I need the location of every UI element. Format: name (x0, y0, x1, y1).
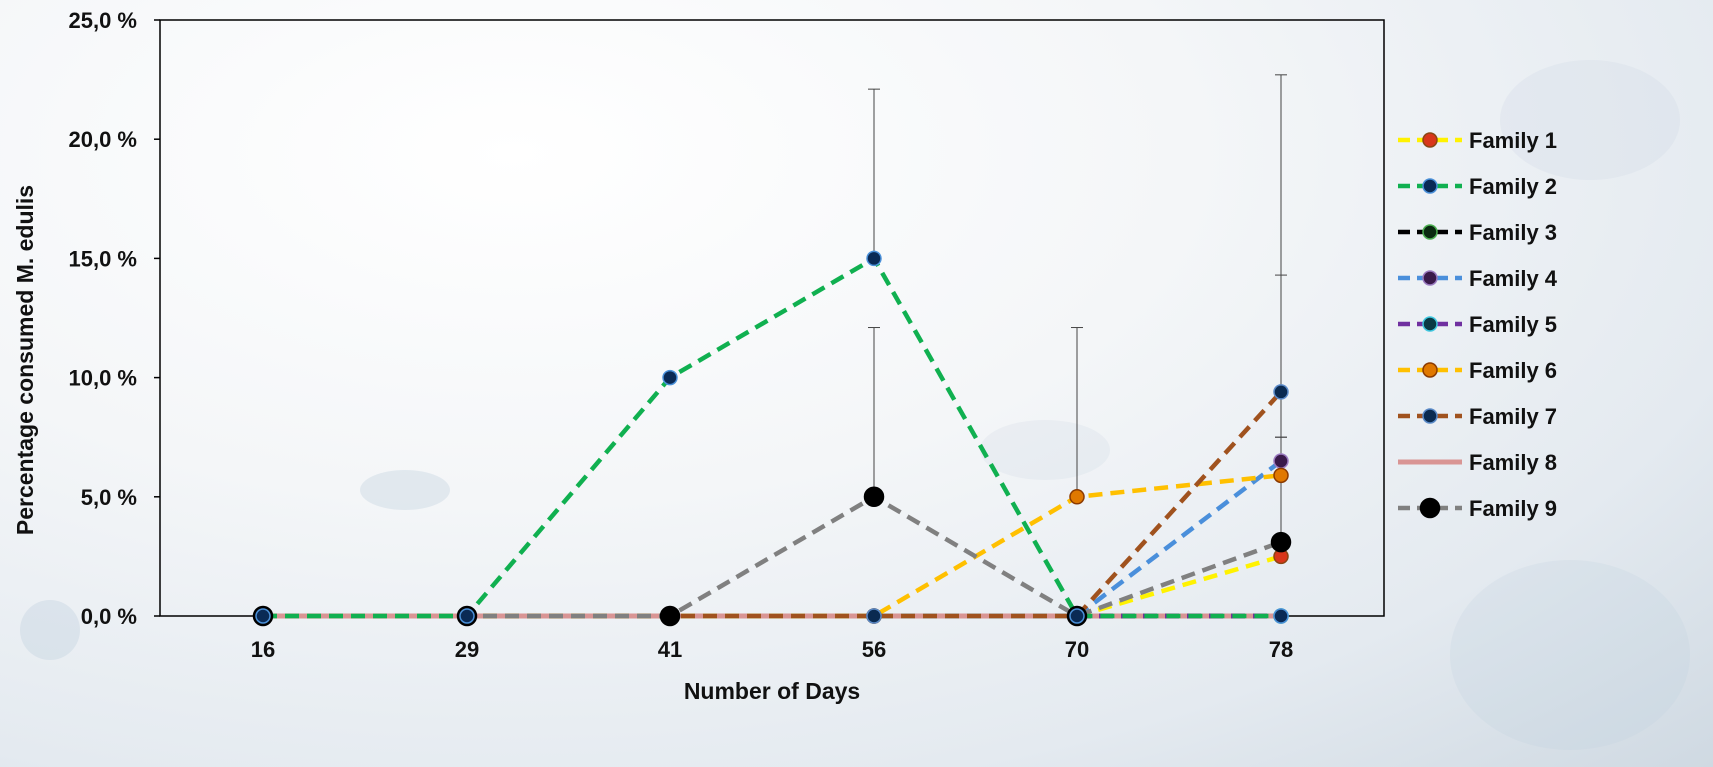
legend-item: Family 9 (1398, 496, 1557, 521)
y-tick-label: 10,0 % (69, 366, 138, 391)
data-point (866, 608, 882, 624)
plot-area (159, 19, 1385, 617)
data-point (255, 608, 271, 624)
x-axis: 16 29 41 56 70 78 (251, 637, 1293, 662)
x-tick-label: 56 (862, 637, 886, 662)
data-point (1273, 384, 1289, 400)
x-tick-label: 29 (455, 637, 479, 662)
legend-label: Family 9 (1469, 496, 1557, 521)
series-line-1 (263, 554, 1282, 619)
series-markers (252, 250, 1292, 627)
x-tick-label: 16 (251, 637, 275, 662)
series-line-2 (263, 256, 1281, 619)
data-point (863, 486, 885, 508)
legend-marker (1422, 362, 1438, 378)
legend: Family 1 Family 2 Family 3 Family 4 Family 5… (1398, 128, 1558, 521)
legend-marker (1422, 132, 1438, 148)
series-line-7 (263, 390, 1283, 619)
legend-marker (1419, 497, 1441, 519)
data-point (459, 608, 475, 624)
legend-item: Family 5 (1398, 312, 1557, 337)
legend-item: Family 2 (1398, 174, 1557, 199)
data-point (1273, 453, 1289, 469)
y-tick-label: 0,0 % (81, 604, 137, 629)
y-axis: 0,0 % 5,0 % 10,0 % 15,0 % 20,0 % 25,0 % (69, 8, 160, 629)
legend-label: Family 3 (1469, 220, 1557, 245)
data-point (1069, 489, 1085, 505)
y-axis-title: Percentage consumed M. edulis (12, 185, 38, 535)
legend-marker (1422, 316, 1438, 332)
legend-item: Family 8 (1398, 450, 1557, 475)
legend-label: Family 7 (1469, 404, 1557, 429)
legend-item: Family 6 (1398, 358, 1557, 383)
y-tick-label: 5,0 % (81, 485, 137, 510)
data-point (1273, 467, 1289, 484)
legend-label: Family 5 (1469, 312, 1557, 337)
legend-item: Family 1 (1398, 128, 1557, 153)
y-tick-label: 25,0 % (69, 8, 138, 33)
x-tick-label: 41 (658, 637, 682, 662)
y-tick-label: 15,0 % (69, 246, 138, 271)
error-bars (868, 74, 1287, 543)
legend-label: Family 6 (1469, 358, 1557, 383)
legend-marker (1422, 408, 1438, 424)
legend-item: Family 4 (1398, 266, 1558, 291)
legend-marker (1422, 270, 1438, 286)
legend-item: Family 3 (1398, 220, 1557, 245)
data-point (659, 605, 681, 627)
series-lines (263, 256, 1283, 619)
legend-item: Family 7 (1398, 404, 1557, 429)
x-axis-title: Number of Days (684, 678, 860, 704)
series-line-6 (263, 473, 1282, 619)
legend-label: Family 2 (1469, 174, 1557, 199)
data-point (866, 250, 882, 267)
legend-marker (1422, 178, 1438, 194)
data-point (662, 369, 678, 386)
legend-label: Family 8 (1469, 450, 1557, 475)
legend-marker (1422, 224, 1438, 240)
legend-label: Family 1 (1469, 128, 1557, 153)
data-point (1270, 531, 1292, 553)
series-line-4 (263, 459, 1283, 619)
series-line-9 (263, 494, 1282, 619)
x-tick-label: 78 (1269, 637, 1293, 662)
data-point (1273, 608, 1289, 624)
data-point (1069, 608, 1085, 624)
legend-label: Family 4 (1469, 266, 1558, 291)
x-tick-label: 70 (1065, 637, 1089, 662)
y-tick-label: 20,0 % (69, 127, 138, 152)
